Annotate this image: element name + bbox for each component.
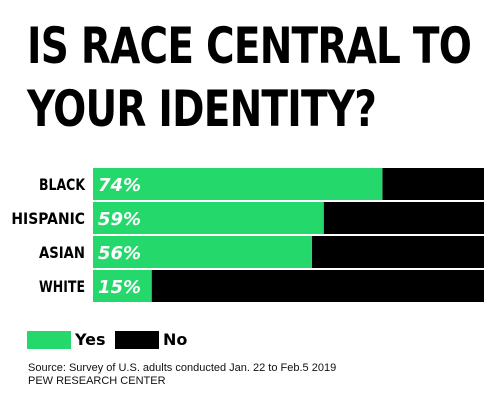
data-label-asian: 56% [98, 243, 141, 264]
bar-yes-asian [93, 236, 312, 268]
bar-no-asian [311, 236, 484, 268]
chart-title-line-2: YOUR IDENTITY? [27, 80, 377, 138]
data-label-hispanic: 59% [98, 209, 141, 230]
legend-label-no: No [163, 330, 188, 349]
bar-no-white [151, 270, 484, 302]
category-label-black: BLACK [39, 175, 85, 194]
source-note: Source: Survey of U.S. adults conducted … [28, 362, 337, 374]
stacked-bar-chart: BLACK 74% HISPANIC 59% ASIAN 56% WHITE 15% [11, 168, 484, 302]
bar-yes-black [93, 168, 383, 200]
chart-title-line-1: IS RACE CENTRAL TO [27, 17, 472, 75]
legend-label-yes: Yes [75, 330, 106, 349]
category-label-asian: ASIAN [39, 243, 85, 262]
bar-yes-white [93, 270, 152, 302]
data-label-white: 15% [98, 277, 141, 298]
source-organization: PEW RESEARCH CENTER [28, 375, 166, 387]
legend-swatch-no [115, 331, 159, 349]
bar-yes-hispanic [93, 202, 324, 234]
legend-swatch-yes [27, 331, 71, 349]
bar-no-hispanic [323, 202, 484, 234]
category-label-hispanic: HISPANIC [11, 209, 85, 228]
bar-no-black [382, 168, 484, 200]
category-label-white: WHITE [39, 277, 85, 296]
data-label-black: 74% [98, 175, 141, 196]
